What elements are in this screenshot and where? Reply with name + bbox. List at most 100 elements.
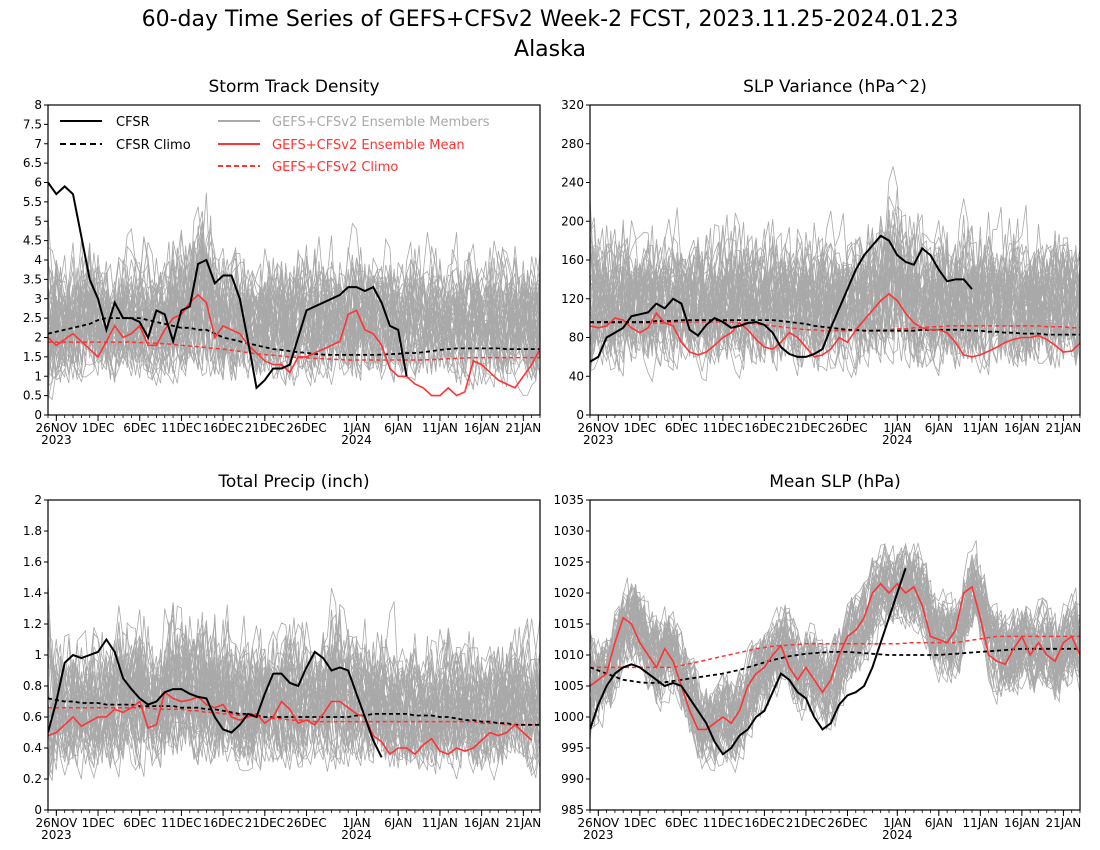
- ensemble-members: [48, 192, 540, 401]
- y-tick-label: 985: [561, 803, 584, 817]
- cfsr-climo-line: [590, 647, 1080, 684]
- panel-title: Total Precip (inch): [217, 472, 369, 492]
- x-tick-label: 11JAN: [422, 816, 458, 830]
- ensemble-mean-line: [48, 690, 533, 756]
- x-tick-label: 6JAN: [384, 421, 412, 435]
- panel-title: Mean SLP (hPa): [769, 472, 901, 492]
- plot-area: [48, 580, 540, 784]
- x-tick-label: 16JAN: [464, 816, 500, 830]
- x-tick-label: 11DEC: [703, 816, 743, 830]
- x-tick-label: 6DEC: [123, 421, 156, 435]
- x-tick-label: 11JAN: [962, 421, 998, 435]
- x-tick-label: 1DEC: [82, 421, 115, 435]
- x-tick-label: 16DEC: [744, 816, 784, 830]
- y-tick-label: 320: [561, 98, 584, 112]
- ensemble-mean-line: [590, 582, 1080, 731]
- ensemble-member-line: [590, 563, 1080, 752]
- gefs-climo-line: [590, 635, 1080, 669]
- y-tick-label: 3: [34, 292, 42, 306]
- y-tick-label: 1: [34, 369, 42, 383]
- cfsr-line: [590, 567, 907, 756]
- y-tick-label: 1030: [553, 524, 584, 538]
- x-tick-label: 6DEC: [665, 421, 698, 435]
- legend: CFSR CFSR Climo GEFS+CFSv2 Ensemble Memb…: [60, 115, 490, 175]
- x-tick-label: 6DEC: [665, 816, 698, 830]
- gefs-climo-line: [590, 321, 1080, 332]
- ensemble-member-line: [590, 221, 1080, 377]
- x-tick-label: 1JAN: [883, 421, 911, 435]
- y-tick-label: 5.5: [23, 195, 42, 209]
- ensemble-member-line: [48, 620, 540, 781]
- y-tick-label: 1010: [553, 648, 584, 662]
- x-tick-label: 6DEC: [123, 816, 156, 830]
- y-tick-label: 995: [561, 741, 584, 755]
- x-tick-year: 2023: [583, 433, 614, 447]
- x-tick-label: 26DEC: [827, 421, 867, 435]
- x-tick-year: 2024: [882, 433, 913, 447]
- legend-cfsr-climo-label: CFSR Climo: [116, 138, 191, 153]
- y-tick-label: 240: [561, 176, 584, 190]
- x-tick-label: 11JAN: [422, 421, 458, 435]
- x-tick-label: 6JAN: [925, 816, 953, 830]
- ensemble-member-line: [48, 613, 540, 769]
- x-tick-label: 26NOV: [577, 421, 619, 435]
- x-tick-label: 1JAN: [883, 816, 911, 830]
- x-tick-label: 1DEC: [82, 816, 115, 830]
- y-tick-label: 4: [34, 253, 42, 267]
- y-tick-label: 1000: [553, 710, 584, 724]
- x-tick-label: 1JAN: [342, 421, 370, 435]
- x-tick-label: 21JAN: [1045, 816, 1081, 830]
- ensemble-members: [48, 580, 540, 784]
- ensemble-member-line: [48, 239, 540, 380]
- x-tick-label: 26DEC: [286, 816, 326, 830]
- panel-total-precip: Total Precip (inch) 0 0.2 0.4 0.6 0.8 1 1.2 1.4 1…: [23, 472, 541, 842]
- ensemble-member-line: [590, 556, 1080, 760]
- ensemble-member-line: [48, 605, 540, 776]
- figure-title: 60-day Time Series of GEFS+CFSv2 Week-2 …: [142, 7, 959, 32]
- panel-storm-track-density: Storm Track Density 0 0.5 1 1.5 2 2.5 3 3.5 4 4.5 5…: [23, 77, 541, 447]
- ensemble-member-line: [590, 230, 1080, 367]
- ensemble-member-line: [590, 543, 1080, 764]
- x-tick-label: 16JAN: [464, 421, 500, 435]
- x-tick-label: 11DEC: [703, 421, 743, 435]
- ensemble-member-line: [48, 250, 540, 380]
- x-tick-label: 21DEC: [245, 421, 285, 435]
- x-tick-label: 1DEC: [623, 816, 656, 830]
- y-tick-label: 80: [569, 331, 584, 345]
- ensemble-member-line: [48, 615, 540, 774]
- ensemble-member-line: [48, 227, 540, 377]
- x-tick-label: 26NOV: [577, 816, 619, 830]
- y-tick-label: 2: [34, 493, 42, 507]
- legend-cfsr-label: CFSR: [116, 115, 150, 130]
- ensemble-member-line: [590, 554, 1080, 739]
- y-tick-label: 40: [569, 369, 584, 383]
- y-tick-label: 1035: [553, 493, 584, 507]
- x-tick-label: 21JAN: [505, 421, 541, 435]
- y-tick-label: 6.5: [23, 156, 42, 170]
- y-tick-label: 1: [34, 648, 42, 662]
- y-tick-label: 1020: [553, 586, 584, 600]
- ensemble-member-line: [48, 192, 540, 374]
- cfsr-line: [590, 234, 973, 363]
- ensemble-member-line: [590, 547, 1080, 746]
- x-tick-label: 11DEC: [161, 816, 201, 830]
- y-tick-label: 1025: [553, 555, 584, 569]
- cfsr-line: [48, 637, 383, 758]
- figure-region: Alaska: [514, 37, 586, 62]
- x-tick-label: 16DEC: [203, 816, 243, 830]
- ensemble-members: [590, 166, 1080, 383]
- panel-mean-slp: Mean SLP (hPa) 985 990 995 1000 1005 1010 1015 1…: [553, 472, 1081, 842]
- y-tick-label: 1.5: [23, 350, 42, 364]
- plot-area: [48, 181, 540, 401]
- ensemble-member-line: [590, 227, 1080, 383]
- y-tick-label: 7.5: [23, 117, 42, 131]
- x-tick-year: 2024: [341, 433, 372, 447]
- legend-members-label: GEFS+CFSv2 Ensemble Members: [272, 115, 490, 130]
- x-tick-label: 6JAN: [925, 421, 953, 435]
- x-tick-label: 11DEC: [161, 421, 201, 435]
- x-tick-label: 21DEC: [786, 816, 826, 830]
- x-tick-label: 16DEC: [203, 421, 243, 435]
- y-tick-label: 2.5: [23, 311, 42, 325]
- x-tick-label: 21DEC: [245, 816, 285, 830]
- y-tick-label: 0.8: [23, 679, 42, 693]
